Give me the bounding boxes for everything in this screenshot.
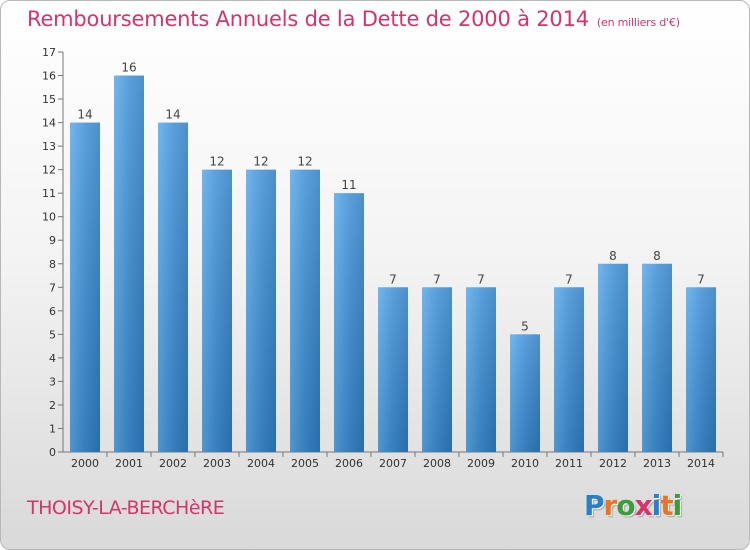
y-tick-label: 11 (42, 187, 56, 200)
value-label-2014: 7 (697, 272, 705, 286)
bar-shade-2006 (334, 193, 364, 453)
logo-letter: P (584, 489, 605, 522)
bar-shade-2004 (246, 169, 276, 452)
y-tick-label: 15 (42, 93, 56, 106)
x-tick-label-2004: 2004 (247, 457, 275, 470)
bar-shade-2011 (554, 287, 584, 452)
y-tick-label: 5 (49, 328, 56, 341)
x-tick-label-2009: 2009 (467, 457, 495, 470)
x-tick-label-2010: 2010 (511, 457, 539, 470)
y-tick-label: 0 (49, 446, 56, 459)
value-label-2003: 12 (209, 155, 224, 169)
bar-shade-2005 (290, 169, 320, 452)
bar-shade-2003 (202, 169, 232, 452)
logo-letter: i (672, 489, 683, 522)
value-label-2008: 7 (433, 272, 441, 286)
logo-letter: t (660, 489, 673, 522)
bar-shade-2010 (510, 334, 540, 452)
chart-unit: (en milliers d'€) (596, 16, 680, 29)
proxiti-logo: Proxiti (584, 489, 683, 522)
logo-letter: o (616, 489, 635, 522)
y-tick-label: 10 (42, 211, 56, 224)
value-label-2005: 12 (297, 155, 312, 169)
chart-bars (70, 75, 716, 453)
x-tick-label-2012: 2012 (599, 457, 627, 470)
y-tick-label: 2 (49, 399, 56, 412)
value-label-2004: 12 (253, 155, 268, 169)
bar-shade-2008 (422, 287, 452, 452)
value-label-2001: 16 (121, 61, 136, 75)
bar-shade-2014 (686, 287, 716, 452)
y-tick-label: 9 (49, 234, 56, 247)
x-tick-label-2014: 2014 (687, 457, 715, 470)
chart-title-text: Remboursements Annuels de la Dette de 20… (27, 7, 589, 31)
logo-letter: i (651, 489, 662, 522)
y-tick-label: 7 (49, 281, 56, 294)
x-tick-label-2003: 2003 (203, 457, 231, 470)
y-tick-label: 14 (42, 117, 56, 130)
logo-letter: x (634, 489, 653, 522)
chart-value-labels: 14 16 14 12 12 12 11 7 7 7 5 7 8 8 7 (77, 61, 704, 334)
y-tick-label: 12 (42, 164, 56, 177)
value-label-2007: 7 (389, 272, 397, 286)
bar-shade-2007 (378, 287, 408, 452)
x-tick-label-2013: 2013 (643, 457, 671, 470)
y-tick-label: 16 (42, 70, 56, 83)
value-label-2010: 5 (521, 319, 529, 333)
x-tick-label-2011: 2011 (555, 457, 583, 470)
y-tick-label: 3 (49, 375, 56, 388)
y-tick-label: 6 (49, 305, 56, 318)
commune-name: THOISY-LA-BERCHèRE (27, 497, 225, 519)
y-tick-label: 1 (49, 422, 56, 435)
y-tick-label: 4 (49, 352, 56, 365)
y-tick-label: 13 (42, 140, 56, 153)
bar-shade-2013 (642, 263, 672, 452)
x-tick-label-2007: 2007 (379, 457, 407, 470)
value-label-2013: 8 (653, 249, 661, 263)
x-tick-label-2001: 2001 (115, 457, 143, 470)
logo-letter: r (603, 489, 618, 522)
x-tick-label-2005: 2005 (291, 457, 319, 470)
value-label-2012: 8 (609, 249, 617, 263)
chart-title: Remboursements Annuels de la Dette de 20… (27, 7, 680, 31)
bar-shade-2012 (598, 263, 628, 452)
value-label-2009: 7 (477, 272, 485, 286)
y-tick-label: 17 (42, 46, 56, 59)
x-tick-label-2002: 2002 (159, 457, 187, 470)
bar-shade-2000 (70, 122, 100, 453)
x-tick-label-2008: 2008 (423, 457, 451, 470)
y-tick-label: 8 (49, 258, 56, 271)
value-label-2011: 7 (565, 272, 573, 286)
bar-shade-2002 (158, 122, 188, 453)
bar-shade-2001 (114, 75, 144, 452)
bar-shade-2009 (466, 287, 496, 452)
value-label-2000: 14 (77, 108, 92, 122)
value-label-2002: 14 (165, 108, 180, 122)
x-tick-label-2006: 2006 (335, 457, 363, 470)
value-label-2006: 11 (341, 178, 356, 192)
x-tick-label-2000: 2000 (71, 457, 99, 470)
